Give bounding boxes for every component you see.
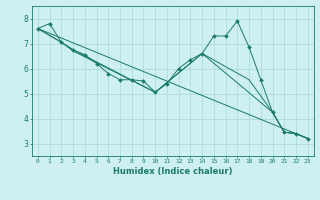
X-axis label: Humidex (Indice chaleur): Humidex (Indice chaleur) xyxy=(113,167,233,176)
